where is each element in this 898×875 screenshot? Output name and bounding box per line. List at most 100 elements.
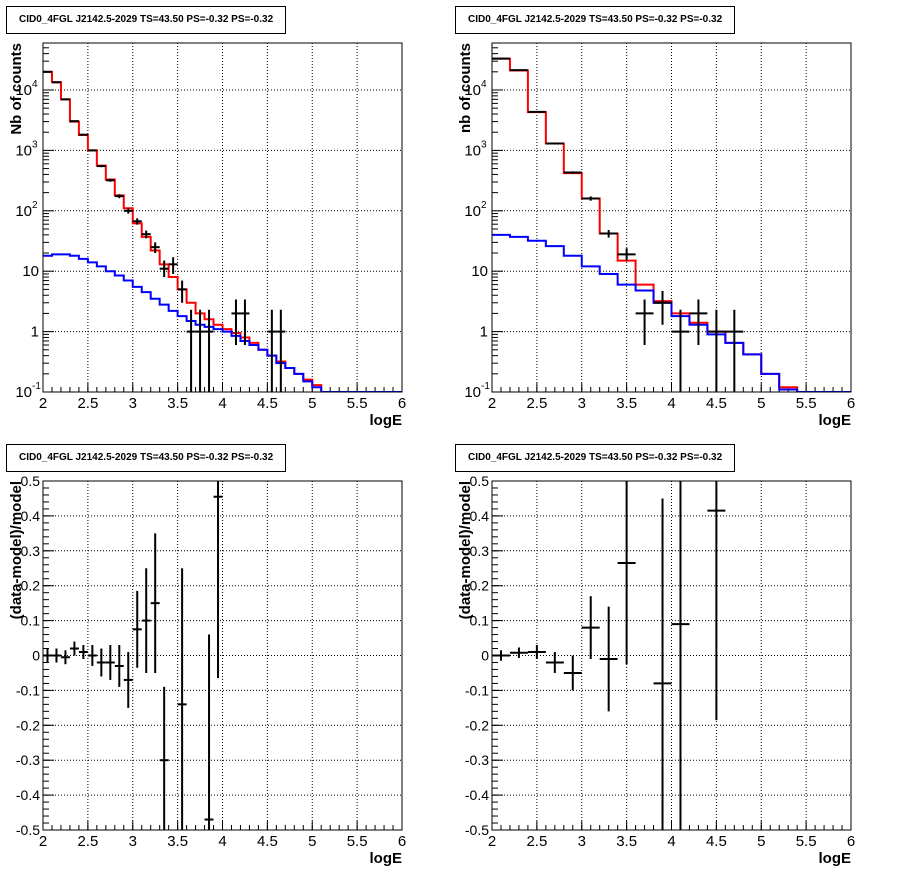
x-tick-label: 2.5 (526, 395, 547, 412)
y-tick-label: -0.2 (16, 717, 40, 733)
data-point (150, 533, 160, 673)
data-point (527, 645, 546, 659)
y-tick-exponent: 4 (481, 79, 487, 90)
y-tick-exponent: 2 (32, 200, 38, 211)
plot-series-group (492, 57, 851, 392)
y-axis-label: nb of counts (457, 43, 474, 133)
y-tick-label: 0.1 (470, 613, 490, 629)
y-tick-label: 10 (471, 263, 488, 280)
x-tick-label: 4.5 (706, 395, 727, 412)
data-point (509, 647, 528, 658)
data-point (168, 257, 178, 274)
data-point (617, 248, 636, 261)
data-point (69, 120, 79, 123)
y-tick-label: 0.1 (21, 613, 41, 629)
x-tick-label: 5.5 (347, 395, 368, 412)
x-tick-label: 5.5 (796, 395, 817, 412)
data-point (545, 142, 564, 145)
y-tick-label: 0.5 (470, 473, 490, 489)
y-tick-exponent: -1 (32, 381, 41, 392)
data-point (105, 178, 115, 182)
plot-series-group (43, 70, 402, 392)
x-tick-label: 2 (39, 395, 47, 412)
x-tick-label: 2.5 (77, 395, 98, 412)
x-tick-label: 5 (308, 395, 316, 412)
y-axis-label: (data-model)/model (457, 481, 474, 619)
y-tick-exponent: -1 (481, 381, 490, 392)
chart-bottom-right: 2 2.5 3 3.5 4 4.5 5 5.5 6 -0.5 -0.4 -0.3 -0.2 -0.1 0 0.… (457, 473, 855, 867)
x-axis-label: logE (819, 412, 852, 429)
y-tick-label: 0.3 (470, 543, 490, 559)
data-point (51, 648, 61, 663)
x-tick-label: 5.5 (347, 833, 368, 850)
data-point (671, 309, 690, 392)
chart-bottom-left: 2 2.5 3 3.5 4 4.5 5 5.5 6 -0.5 -0.4 -0.3 -0.2 -0.1 0 0.… (8, 473, 406, 867)
data-point (581, 196, 600, 201)
x-tick-label: 4 (218, 395, 226, 412)
x-tick-label: 5 (308, 833, 316, 850)
y-tick-label: -0.4 (16, 787, 40, 803)
y-tick-exponent: 2 (481, 200, 487, 211)
data-point (114, 645, 124, 687)
x-tick-label: 3.5 (167, 833, 188, 850)
y-tick-label: -0.5 (465, 822, 489, 838)
data-point (213, 481, 223, 679)
x-tick-label: 3.5 (616, 395, 637, 412)
y-tick-label: -0.4 (465, 787, 489, 803)
x-tick-label: 3 (578, 833, 586, 850)
data-point (707, 309, 726, 392)
data-point (132, 590, 142, 668)
data-point (177, 280, 187, 303)
chart-title: CID0_4FGL J2142.5-2029 TS=43.50 PS=-0.32… (6, 444, 287, 472)
data-point (96, 165, 106, 168)
y-tick-label: 1 (480, 324, 488, 341)
x-tick-label: 4.5 (257, 833, 278, 850)
background-model-curve (43, 253, 402, 392)
data-point (581, 596, 600, 659)
data-point (186, 309, 196, 392)
data-point (617, 481, 636, 665)
data-point (707, 481, 726, 721)
x-tick-label: 2 (488, 833, 496, 850)
y-tick-label: 0 (481, 648, 489, 664)
y-tick-label: -0.1 (465, 682, 489, 698)
data-point (105, 645, 115, 680)
data-point (60, 650, 70, 665)
x-tick-label: 4.5 (257, 395, 278, 412)
y-tick-exponent: 4 (32, 79, 38, 90)
x-tick-label: 6 (398, 395, 406, 412)
y-tick-label: -0.3 (16, 752, 40, 768)
x-tick-label: 4 (218, 833, 226, 850)
panel-top-right: 2 2.5 3 3.5 4 4.5 5 5.5 6 10 -1 1 10 10 2 10 3 10 4 logE nb … (449, 0, 898, 437)
y-tick-label: 10 (464, 384, 481, 401)
plot-series-group (43, 481, 223, 830)
data-point (87, 645, 97, 666)
data-point (123, 208, 133, 214)
x-tick-label: 3 (129, 833, 137, 850)
y-tick-label: 10 (22, 263, 39, 280)
x-axis-label: logE (819, 850, 852, 867)
data-point (635, 299, 654, 345)
data-point (159, 686, 169, 830)
y-tick-label: 10 (15, 203, 32, 220)
x-tick-label: 6 (398, 833, 406, 850)
data-point (492, 650, 510, 661)
data-point (150, 242, 160, 254)
data-point (545, 652, 564, 673)
data-point (671, 481, 690, 830)
x-tick-label: 5.5 (796, 833, 817, 850)
chart-title: CID0_4FGL J2142.5-2029 TS=43.50 PS=-0.32… (455, 444, 736, 472)
data-point (114, 194, 124, 199)
x-tick-label: 4 (667, 833, 675, 850)
data-point (159, 260, 169, 278)
x-axis-label: logE (370, 850, 403, 867)
y-tick-label: 10 (15, 384, 32, 401)
chart-title: CID0_4FGL J2142.5-2029 TS=43.50 PS=-0.32… (6, 6, 287, 34)
y-tick-label: 10 (15, 82, 32, 99)
y-axis-label: Nb of counts (8, 43, 25, 135)
y-tick-label: 0.2 (470, 578, 490, 594)
plot-series-group (492, 481, 726, 830)
data-point (599, 230, 618, 238)
x-tick-label: 5 (757, 833, 765, 850)
